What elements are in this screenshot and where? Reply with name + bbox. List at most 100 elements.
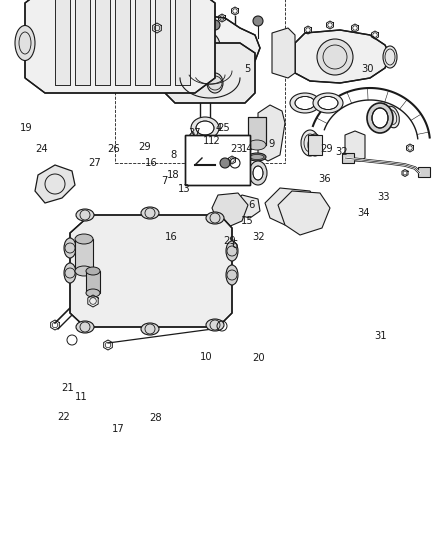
Circle shape bbox=[210, 20, 220, 30]
Ellipse shape bbox=[250, 155, 264, 159]
Ellipse shape bbox=[207, 73, 223, 93]
Text: 12: 12 bbox=[208, 136, 221, 146]
Bar bbox=[95, 0, 110, 85]
Ellipse shape bbox=[86, 289, 100, 297]
Bar bbox=[175, 0, 190, 85]
Polygon shape bbox=[165, 43, 255, 103]
Ellipse shape bbox=[75, 266, 93, 276]
Ellipse shape bbox=[191, 117, 219, 139]
Ellipse shape bbox=[64, 238, 76, 258]
Circle shape bbox=[190, 31, 220, 61]
Circle shape bbox=[317, 39, 353, 75]
Polygon shape bbox=[212, 193, 248, 227]
Text: 9: 9 bbox=[268, 139, 275, 149]
Text: 24: 24 bbox=[35, 144, 48, 154]
Ellipse shape bbox=[226, 265, 238, 285]
Text: 8: 8 bbox=[170, 150, 176, 159]
Text: 7: 7 bbox=[161, 176, 167, 186]
Ellipse shape bbox=[226, 241, 238, 261]
Bar bbox=[75, 239, 93, 271]
Ellipse shape bbox=[248, 153, 266, 161]
Ellipse shape bbox=[196, 121, 214, 135]
Polygon shape bbox=[234, 195, 260, 218]
Ellipse shape bbox=[189, 130, 211, 146]
Text: 10: 10 bbox=[200, 352, 212, 362]
Bar bbox=[75, 0, 90, 85]
Text: 18: 18 bbox=[167, 170, 179, 180]
Bar bbox=[248, 117, 266, 145]
Text: 6: 6 bbox=[231, 240, 237, 250]
Text: 29: 29 bbox=[320, 144, 333, 154]
Bar bbox=[115, 0, 285, 163]
Text: 16: 16 bbox=[145, 158, 158, 167]
Text: 16: 16 bbox=[164, 232, 177, 242]
Text: 17: 17 bbox=[112, 424, 125, 434]
Text: 11: 11 bbox=[74, 392, 88, 402]
Polygon shape bbox=[278, 191, 330, 235]
Text: 25: 25 bbox=[217, 123, 230, 133]
Ellipse shape bbox=[206, 319, 224, 331]
Bar bbox=[135, 0, 150, 85]
Text: 5: 5 bbox=[244, 64, 251, 74]
Ellipse shape bbox=[76, 321, 94, 333]
Ellipse shape bbox=[161, 20, 183, 36]
Ellipse shape bbox=[141, 323, 159, 335]
Circle shape bbox=[253, 16, 263, 26]
Ellipse shape bbox=[318, 96, 338, 109]
Bar bbox=[155, 0, 170, 85]
Circle shape bbox=[175, 68, 195, 88]
Ellipse shape bbox=[308, 134, 322, 156]
Polygon shape bbox=[70, 215, 232, 327]
Ellipse shape bbox=[248, 140, 266, 150]
Ellipse shape bbox=[253, 166, 263, 180]
Ellipse shape bbox=[75, 234, 93, 244]
Ellipse shape bbox=[206, 212, 224, 224]
Polygon shape bbox=[35, 165, 75, 203]
Bar bbox=[75, 0, 90, 85]
Text: 37: 37 bbox=[189, 128, 201, 138]
Text: 19: 19 bbox=[20, 123, 33, 133]
Text: 31: 31 bbox=[375, 331, 387, 341]
Ellipse shape bbox=[295, 96, 315, 109]
Bar bbox=[115, 0, 130, 85]
Polygon shape bbox=[155, 15, 260, 73]
Circle shape bbox=[163, 31, 187, 55]
Text: 22: 22 bbox=[57, 412, 70, 422]
Ellipse shape bbox=[367, 103, 393, 133]
Text: 32: 32 bbox=[252, 232, 265, 242]
Text: 27: 27 bbox=[88, 158, 101, 167]
Polygon shape bbox=[295, 30, 390, 83]
Ellipse shape bbox=[385, 106, 399, 128]
Bar bbox=[115, 0, 130, 85]
Bar bbox=[248, 117, 266, 145]
Ellipse shape bbox=[301, 130, 319, 156]
Text: 33: 33 bbox=[377, 192, 389, 202]
Text: 1: 1 bbox=[203, 136, 209, 146]
Bar bbox=[95, 0, 110, 85]
Ellipse shape bbox=[193, 133, 207, 143]
Text: 23: 23 bbox=[230, 144, 243, 154]
Text: 13: 13 bbox=[178, 184, 190, 194]
Ellipse shape bbox=[249, 161, 267, 185]
Ellipse shape bbox=[15, 26, 35, 61]
Circle shape bbox=[131, 38, 145, 52]
Text: 15: 15 bbox=[241, 216, 254, 226]
Bar bbox=[418, 167, 430, 177]
Bar bbox=[55, 0, 70, 85]
Text: 32: 32 bbox=[336, 147, 348, 157]
Circle shape bbox=[187, 60, 203, 76]
Polygon shape bbox=[265, 188, 318, 225]
Bar bbox=[342, 153, 354, 163]
Ellipse shape bbox=[383, 46, 397, 68]
Bar bbox=[135, 0, 150, 85]
Text: 36: 36 bbox=[318, 174, 330, 183]
Text: 20: 20 bbox=[252, 353, 265, 363]
Ellipse shape bbox=[76, 209, 94, 221]
Text: 29: 29 bbox=[223, 236, 237, 246]
Text: 26: 26 bbox=[107, 144, 120, 154]
Bar bbox=[185, 135, 250, 185]
Bar bbox=[308, 135, 322, 155]
Bar bbox=[55, 0, 70, 85]
Ellipse shape bbox=[64, 263, 76, 283]
Bar bbox=[185, 135, 250, 185]
